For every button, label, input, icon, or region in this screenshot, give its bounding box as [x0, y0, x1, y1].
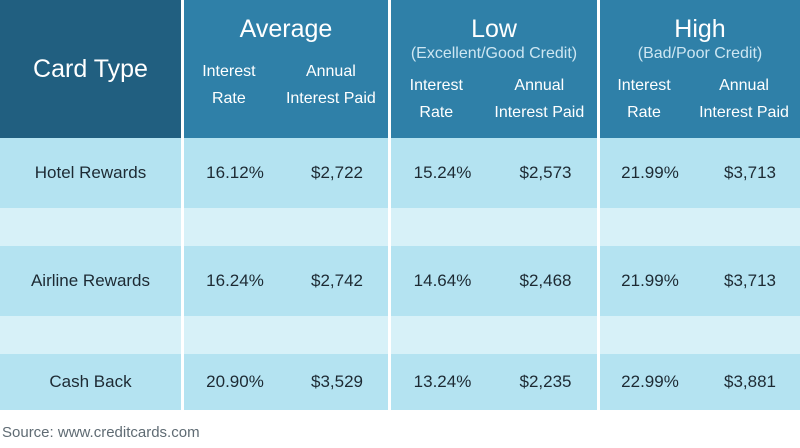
card-type-cell: Hotel Rewards	[34, 163, 147, 182]
average-rate-label-1: Interest	[202, 63, 256, 80]
low-paid-cell: $2,573	[519, 163, 572, 182]
average-heading: Average	[239, 15, 333, 43]
high-rate-col-header: Interest Rate	[600, 72, 688, 126]
high-paid-col-header: Annual Interest Paid	[688, 72, 800, 126]
table-row-hotel-low: 15.24% $2,573	[391, 138, 600, 208]
low-paid-label-2: Interest Paid	[494, 104, 585, 121]
average-paid-label-1: Annual	[305, 63, 356, 80]
table-row-cash-average: 20.90% $3,529	[184, 354, 391, 410]
low-heading: Low	[471, 15, 517, 43]
high-paid-cell: $3,713	[724, 271, 776, 290]
average-paid-cell: $3,529	[311, 372, 363, 391]
low-rate-label-2: Rate	[419, 104, 454, 121]
low-rate-cell: 15.24%	[413, 163, 472, 182]
high-paid-cell: $3,713	[724, 163, 776, 182]
low-rate-cell: 14.64%	[413, 271, 472, 290]
low-paid-cell: $2,235	[519, 372, 572, 391]
low-rate-label-1: Interest	[409, 77, 463, 94]
row-spacer	[184, 208, 391, 246]
high-rate-cell: 21.99%	[621, 271, 679, 290]
table-row-airline-high: 21.99% $3,713	[600, 246, 800, 316]
high-rate-cell: 22.99%	[621, 372, 679, 391]
table-row-hotel-high: 21.99% $3,713	[600, 138, 800, 208]
average-paid-cell: $2,742	[311, 271, 363, 290]
average-paid-cell: $2,722	[311, 163, 363, 182]
card-type-cell: Cash Back	[49, 372, 132, 391]
interest-rate-table: Card Type Average Interest Rate Annual I…	[0, 0, 800, 410]
low-paid-label-1: Annual	[514, 77, 565, 94]
row-spacer	[0, 316, 184, 354]
high-subtitle: (Bad/Poor Credit)	[637, 45, 763, 62]
table-row-airline-rewards-label: Airline Rewards	[0, 246, 184, 316]
table-row-airline-low: 14.64% $2,468	[391, 246, 600, 316]
average-rate-cell: 16.24%	[206, 271, 264, 290]
low-subtitle: (Excellent/Good Credit)	[410, 45, 578, 62]
average-rate-col-header: Interest Rate	[184, 58, 274, 112]
table-row-hotel-average: 16.12% $2,722	[184, 138, 391, 208]
low-rate-col-header: Interest Rate	[391, 72, 482, 126]
high-paid-label-2: Interest Paid	[699, 104, 789, 121]
high-paid-cell: $3,881	[724, 372, 776, 391]
average-subcolumns: Interest Rate Annual Interest Paid	[184, 58, 388, 112]
table-row-airline-average: 16.24% $2,742	[184, 246, 391, 316]
row-spacer	[184, 316, 391, 354]
high-rate-label-2: Rate	[627, 104, 661, 121]
low-subcolumns: Interest Rate Annual Interest Paid	[391, 72, 597, 126]
row-spacer	[0, 208, 184, 246]
row-spacer	[391, 316, 600, 354]
high-group-header: High (Bad/Poor Credit) Interest Rate Ann…	[600, 0, 800, 138]
low-paid-col-header: Annual Interest Paid	[482, 72, 597, 126]
table-row-hotel-rewards-label: Hotel Rewards	[0, 138, 184, 208]
row-spacer	[391, 208, 600, 246]
high-heading: High	[674, 15, 726, 43]
table-row-cash-back-label: Cash Back	[0, 354, 184, 410]
table-row-cash-low: 13.24% $2,235	[391, 354, 600, 410]
high-paid-label-1: Annual	[719, 77, 769, 94]
high-subcolumns: Interest Rate Annual Interest Paid	[600, 72, 800, 126]
card-type-cell: Airline Rewards	[30, 271, 151, 290]
row-spacer	[600, 208, 800, 246]
table-row-cash-high: 22.99% $3,881	[600, 354, 800, 410]
row-spacer	[600, 316, 800, 354]
low-rate-cell: 13.24%	[413, 372, 472, 391]
average-rate-cell: 20.90%	[206, 372, 264, 391]
average-rate-label-2: Rate	[211, 90, 246, 107]
low-paid-cell: $2,468	[519, 271, 572, 290]
average-group-header: Average Interest Rate Annual Interest Pa…	[184, 0, 391, 138]
card-type-header: Card Type	[0, 0, 184, 138]
average-rate-cell: 16.12%	[206, 163, 264, 182]
high-rate-label-1: Interest	[617, 77, 671, 94]
high-rate-cell: 21.99%	[621, 163, 679, 182]
card-type-heading: Card Type	[33, 54, 148, 83]
source-note: Source: www.creditcards.com	[2, 424, 200, 441]
low-group-header: Low (Excellent/Good Credit) Interest Rat…	[391, 0, 600, 138]
average-paid-col-header: Annual Interest Paid	[274, 58, 388, 112]
average-paid-label-2: Interest Paid	[285, 90, 376, 107]
